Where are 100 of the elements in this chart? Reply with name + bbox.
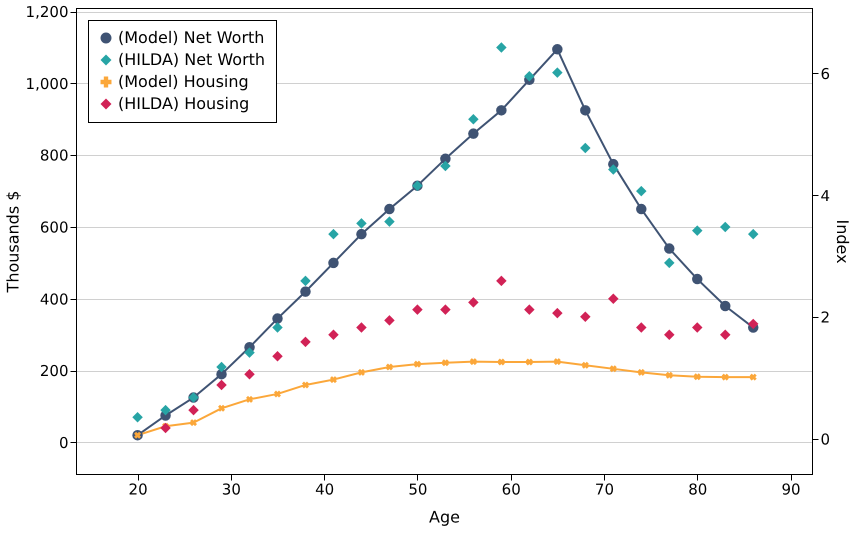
point [722, 374, 729, 381]
point [188, 404, 199, 416]
point [272, 351, 283, 362]
point [552, 308, 563, 318]
point [468, 297, 479, 308]
point [384, 315, 395, 326]
point [414, 360, 421, 368]
y2-axis-title: Index [833, 219, 852, 264]
y-tick-label: 1,000 [26, 74, 68, 93]
point [300, 276, 311, 286]
point [216, 362, 227, 372]
y-tick-label: 1,200 [26, 3, 68, 22]
point [300, 336, 311, 348]
x-tick-label: 40 [315, 480, 334, 498]
point [664, 258, 675, 268]
point [358, 368, 365, 376]
point [664, 243, 675, 254]
point [330, 376, 337, 384]
point [720, 300, 730, 312]
x-tick-label: 90 [782, 480, 801, 498]
point [720, 222, 730, 232]
point [666, 372, 673, 379]
x-tick-label: 80 [688, 480, 708, 498]
point [608, 294, 619, 304]
point [160, 404, 171, 416]
point [190, 419, 198, 426]
point [580, 105, 591, 116]
point [244, 347, 255, 358]
point [694, 373, 701, 380]
y-tick-label: 600 [40, 218, 68, 236]
legend-label: (HILDA) Housing [118, 94, 250, 113]
point [132, 412, 143, 423]
point [328, 258, 339, 268]
point [470, 358, 477, 366]
y2-tick-label: 0 [820, 430, 830, 449]
point [244, 368, 255, 380]
point [412, 304, 423, 315]
point [302, 381, 309, 388]
point [524, 304, 535, 315]
point [720, 329, 730, 340]
point [692, 225, 703, 236]
point [442, 359, 449, 366]
point [496, 105, 507, 116]
x-axis-title: Age [429, 508, 460, 526]
x-tick-label: 20 [128, 480, 148, 498]
point [664, 329, 675, 340]
y-tick-label: 800 [40, 146, 68, 165]
point [328, 329, 339, 340]
x-tick-label: 50 [408, 480, 428, 498]
point [636, 204, 647, 214]
point [386, 364, 393, 371]
y-tick-label: 200 [40, 362, 68, 380]
point [498, 358, 505, 366]
point [246, 396, 254, 403]
y2-tick-label: 6 [820, 64, 830, 83]
y2-tick-label: 2 [820, 308, 830, 327]
point [748, 228, 758, 240]
point [496, 276, 507, 286]
y-tick-label: 400 [40, 290, 68, 308]
point [748, 318, 758, 330]
point [692, 274, 703, 284]
point [218, 404, 226, 412]
point [468, 128, 479, 139]
y2-tick-label: 4 [820, 186, 830, 205]
point [580, 142, 591, 154]
point [440, 160, 451, 172]
point [554, 358, 561, 366]
point [328, 228, 339, 240]
point [384, 204, 395, 214]
y-tick-label: 0 [58, 434, 68, 452]
x-tick-label: 70 [594, 480, 614, 498]
point [636, 322, 647, 333]
point [272, 322, 283, 333]
point [552, 44, 563, 55]
point [160, 422, 171, 434]
x-tick-label: 60 [502, 480, 521, 498]
point [272, 313, 283, 324]
point [580, 312, 591, 322]
point [582, 362, 589, 369]
point [552, 67, 563, 78]
point [384, 216, 395, 227]
legend-label: (Model) Housing [118, 72, 249, 91]
point [526, 358, 533, 366]
point [610, 365, 617, 372]
point [524, 70, 535, 82]
point [750, 374, 757, 381]
x-tick-label: 30 [222, 480, 241, 498]
point [440, 304, 451, 315]
point [608, 164, 619, 175]
point [638, 368, 645, 376]
point [636, 186, 647, 196]
y-axis-title: Thousands $ [4, 190, 23, 294]
point [274, 390, 281, 398]
legend-label: (HILDA) Net Worth [118, 50, 266, 69]
point [300, 286, 311, 297]
point [692, 322, 703, 333]
point [356, 322, 367, 333]
legend-label: (Model) Net Worth [118, 28, 264, 47]
point [356, 228, 367, 240]
point [216, 380, 227, 390]
